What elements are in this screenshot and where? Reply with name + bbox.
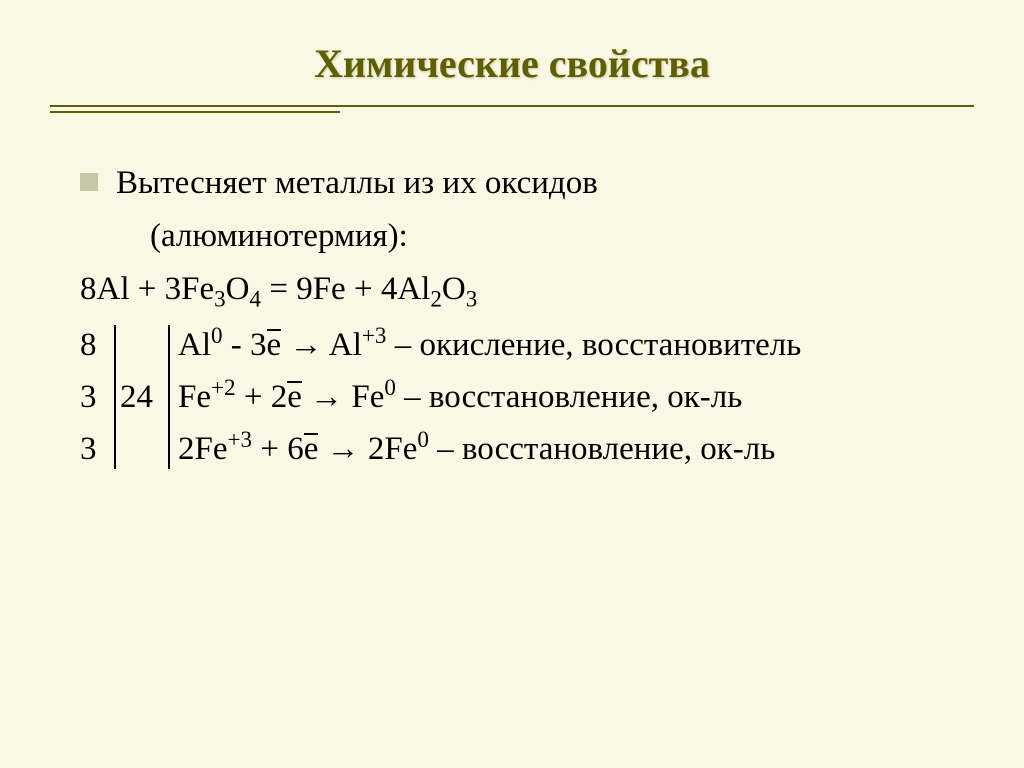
bullet-subtext: (алюминотермия): bbox=[80, 210, 974, 263]
slide-content: Вытесняет металлы из их оксидов (алюмино… bbox=[50, 157, 974, 475]
electron-balance: 8 3 3 24 Al0 - 3e → Al+3 – окисление, во… bbox=[80, 319, 974, 475]
balance-col-mid: 24 bbox=[116, 319, 168, 475]
bullet-item: Вытесняет металлы из их оксидов bbox=[80, 157, 974, 210]
half-reaction: 2Fe+3 + 6e → 2Fe0 – восстановление, ок-л… bbox=[178, 423, 974, 475]
bullet-text: Вытесняет металлы из их оксидов bbox=[116, 157, 598, 210]
half-reaction: Fe+2 + 2e → Fe0 – восстановление, ок-ль bbox=[178, 371, 974, 423]
slide: Химические свойства Вытесняет металлы из… bbox=[0, 0, 1024, 768]
half-reaction: Al0 - 3e → Al+3 – окисление, восстановит… bbox=[178, 319, 974, 371]
balance-col-right: Al0 - 3e → Al+3 – окисление, восстановит… bbox=[170, 319, 974, 475]
title-underline bbox=[50, 105, 974, 107]
slide-title: Химические свойства bbox=[50, 40, 974, 87]
bullet-icon bbox=[80, 173, 98, 191]
balance-col-left: 8 3 3 bbox=[80, 319, 114, 475]
equation-line: 8Al + 3Fe3O4 = 9Fe + 4Al2O3 bbox=[80, 263, 974, 316]
